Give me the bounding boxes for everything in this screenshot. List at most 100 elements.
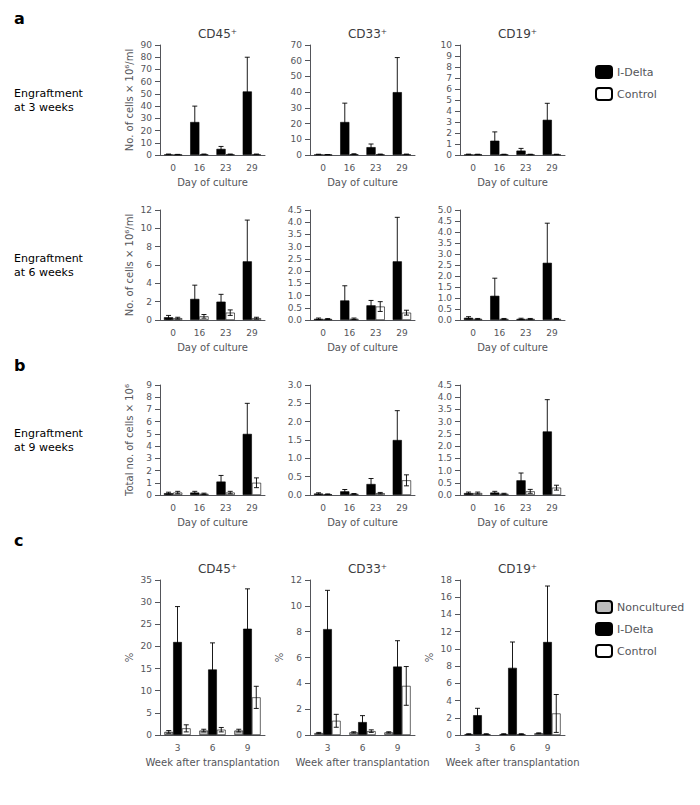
svg-text:Week after transplantation: Week after transplantation xyxy=(296,757,430,768)
svg-text:8: 8 xyxy=(446,661,452,671)
svg-text:2.0: 2.0 xyxy=(288,266,303,276)
svg-text:4.0: 4.0 xyxy=(288,217,303,227)
svg-text:16: 16 xyxy=(494,163,506,173)
svg-text:Engraftment: Engraftment xyxy=(14,427,84,440)
svg-text:8: 8 xyxy=(446,62,452,72)
svg-text:8: 8 xyxy=(146,392,152,402)
svg-text:30: 30 xyxy=(291,103,303,113)
svg-text:5: 5 xyxy=(146,429,152,439)
svg-text:0: 0 xyxy=(470,328,476,338)
svg-text:16: 16 xyxy=(494,503,506,513)
svg-text:10: 10 xyxy=(441,644,453,654)
svg-text:0.5: 0.5 xyxy=(438,478,452,488)
svg-text:3: 3 xyxy=(175,743,181,753)
svg-text:3.0: 3.0 xyxy=(288,242,303,252)
svg-text:40: 40 xyxy=(141,101,153,111)
svg-text:14: 14 xyxy=(441,609,453,619)
svg-text:4: 4 xyxy=(446,106,452,116)
svg-text:Day of culture: Day of culture xyxy=(177,177,248,188)
svg-text:3.5: 3.5 xyxy=(438,238,452,248)
svg-text:0.5: 0.5 xyxy=(288,472,302,482)
svg-text:35: 35 xyxy=(141,575,152,585)
svg-text:3.0: 3.0 xyxy=(438,249,453,259)
svg-text:2.5: 2.5 xyxy=(288,254,302,264)
svg-text:0: 0 xyxy=(296,150,302,160)
svg-text:30: 30 xyxy=(141,597,153,607)
svg-text:Day of culture: Day of culture xyxy=(177,342,248,353)
svg-text:2: 2 xyxy=(446,713,452,723)
svg-text:10: 10 xyxy=(141,138,153,148)
svg-text:1.0: 1.0 xyxy=(438,293,453,303)
svg-text:16: 16 xyxy=(344,503,356,513)
svg-text:4.0: 4.0 xyxy=(438,227,453,237)
svg-text:16: 16 xyxy=(441,592,453,602)
svg-text:29: 29 xyxy=(246,328,258,338)
svg-text:15: 15 xyxy=(141,664,152,674)
svg-text:8: 8 xyxy=(146,242,152,252)
svg-text:2.5: 2.5 xyxy=(288,398,302,408)
svg-text:10: 10 xyxy=(291,134,303,144)
svg-text:4.0: 4.0 xyxy=(438,392,453,402)
svg-text:60: 60 xyxy=(141,77,153,87)
svg-text:3: 3 xyxy=(325,743,331,753)
svg-text:2.0: 2.0 xyxy=(438,271,453,281)
svg-text:CD33⁺: CD33⁺ xyxy=(348,562,387,576)
svg-text:Day of culture: Day of culture xyxy=(327,517,398,528)
svg-text:I-Delta: I-Delta xyxy=(617,66,654,79)
svg-text:4.5: 4.5 xyxy=(438,380,452,390)
svg-text:Day of culture: Day of culture xyxy=(477,342,548,353)
svg-text:60: 60 xyxy=(291,56,303,66)
svg-text:50: 50 xyxy=(141,89,153,99)
svg-text:29: 29 xyxy=(246,163,258,173)
svg-text:0.0: 0.0 xyxy=(288,315,303,325)
svg-text:5: 5 xyxy=(446,95,452,105)
svg-text:30: 30 xyxy=(141,113,153,123)
svg-text:6: 6 xyxy=(446,84,452,94)
svg-text:6: 6 xyxy=(296,653,302,663)
svg-text:c: c xyxy=(14,531,23,550)
svg-text:12: 12 xyxy=(291,575,302,585)
svg-text:0: 0 xyxy=(170,328,176,338)
svg-text:Day of culture: Day of culture xyxy=(327,342,398,353)
svg-text:a: a xyxy=(14,9,25,28)
svg-text:50: 50 xyxy=(291,71,303,81)
svg-text:b: b xyxy=(14,356,25,375)
svg-text:9: 9 xyxy=(545,743,551,753)
svg-text:0.0: 0.0 xyxy=(288,490,303,500)
svg-text:29: 29 xyxy=(396,328,408,338)
svg-text:1.0: 1.0 xyxy=(288,291,303,301)
svg-text:1.0: 1.0 xyxy=(288,453,303,463)
svg-text:Engraftment: Engraftment xyxy=(14,252,84,265)
svg-text:4.5: 4.5 xyxy=(438,216,452,226)
svg-text:Engraftment: Engraftment xyxy=(14,87,84,100)
svg-text:2: 2 xyxy=(446,128,452,138)
svg-text:1.5: 1.5 xyxy=(288,278,302,288)
svg-text:20: 20 xyxy=(141,641,153,651)
svg-text:3.5: 3.5 xyxy=(288,229,302,239)
svg-text:3.5: 3.5 xyxy=(438,404,452,414)
svg-text:1.0: 1.0 xyxy=(438,466,453,476)
svg-text:Noncultured: Noncultured xyxy=(617,601,684,614)
svg-text:2.0: 2.0 xyxy=(438,441,453,451)
svg-text:0.5: 0.5 xyxy=(288,303,302,313)
svg-text:9: 9 xyxy=(245,743,251,753)
svg-text:29: 29 xyxy=(246,503,258,513)
svg-text:6: 6 xyxy=(210,743,216,753)
svg-text:16: 16 xyxy=(494,328,506,338)
svg-text:16: 16 xyxy=(194,503,206,513)
svg-text:23: 23 xyxy=(370,163,381,173)
svg-text:5: 5 xyxy=(146,708,152,718)
svg-text:6: 6 xyxy=(360,743,366,753)
svg-text:6: 6 xyxy=(510,743,516,753)
svg-text:10: 10 xyxy=(291,601,303,611)
svg-text:12: 12 xyxy=(141,205,152,215)
svg-text:4: 4 xyxy=(296,678,302,688)
svg-text:1: 1 xyxy=(446,139,452,149)
svg-text:23: 23 xyxy=(520,503,531,513)
svg-text:1.5: 1.5 xyxy=(438,282,452,292)
svg-text:16: 16 xyxy=(194,328,206,338)
svg-text:3: 3 xyxy=(446,117,452,127)
svg-text:0: 0 xyxy=(470,163,476,173)
svg-text:0: 0 xyxy=(446,150,452,160)
svg-text:%: % xyxy=(424,653,435,663)
